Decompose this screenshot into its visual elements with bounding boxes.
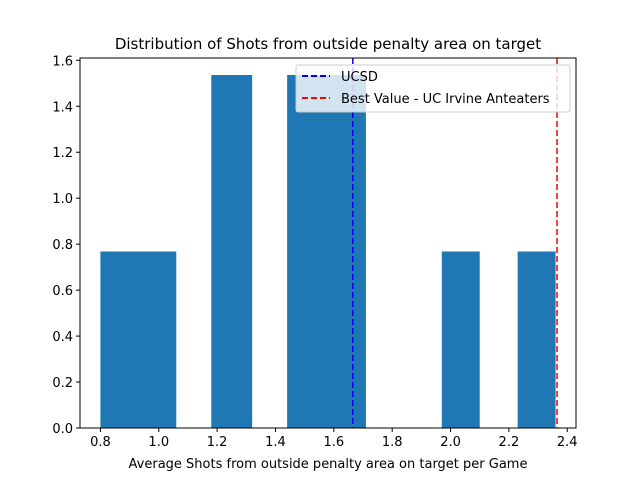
- bars-group: [100, 75, 556, 428]
- x-tick-label: 1.2: [207, 435, 228, 450]
- legend-label-ucsd: UCSD: [341, 70, 378, 85]
- y-tick-label: 1.4: [52, 100, 73, 115]
- y-tick-label: 1.6: [52, 54, 73, 69]
- reference-lines-group: [352, 58, 558, 428]
- x-axis-label: Average Shots from outside penalty area …: [129, 457, 528, 472]
- y-axis-ticks: 0.0 0.2 0.4 0.6 0.8 1.0 1.2 1.4 1.6: [52, 54, 80, 437]
- histogram-bar-2: [287, 75, 366, 428]
- legend-label-best-value: Best Value - UC Irvine Anteaters: [341, 92, 550, 107]
- x-tick-label: 0.8: [90, 435, 111, 450]
- y-tick-label: 1.2: [52, 146, 73, 161]
- y-tick-label: 0.6: [52, 284, 73, 299]
- x-tick-label: 2.0: [440, 435, 461, 450]
- y-tick-label: 0.4: [52, 330, 73, 345]
- plot-frame: [79, 57, 577, 429]
- x-tick-label: 2.2: [499, 435, 520, 450]
- y-tick-label: 0.0: [52, 422, 73, 437]
- y-tick-label: 0.2: [52, 376, 73, 391]
- histogram-bar-3: [441, 251, 480, 428]
- histogram-bar-4: [517, 251, 556, 428]
- legend-box: [295, 64, 571, 113]
- x-axis-ticks: 0.8 1.0 1.2 1.4 1.6 1.8 2.0 2.2 2.4: [90, 428, 578, 450]
- x-tick-label: 1.8: [382, 435, 403, 450]
- histogram-bar-0: [100, 251, 177, 428]
- x-tick-label: 1.4: [265, 435, 286, 450]
- y-tick-label: 0.8: [52, 238, 73, 253]
- x-tick-label: 1.6: [323, 435, 344, 450]
- chart-title: Distribution of Shots from outside penal…: [115, 35, 541, 53]
- x-tick-label: 2.4: [557, 435, 578, 450]
- histogram-bar-1: [211, 75, 253, 428]
- x-tick-label: 1.0: [148, 435, 169, 450]
- legend: UCSD Best Value - UC Irvine Anteaters: [295, 64, 571, 113]
- y-tick-label: 1.0: [52, 192, 73, 207]
